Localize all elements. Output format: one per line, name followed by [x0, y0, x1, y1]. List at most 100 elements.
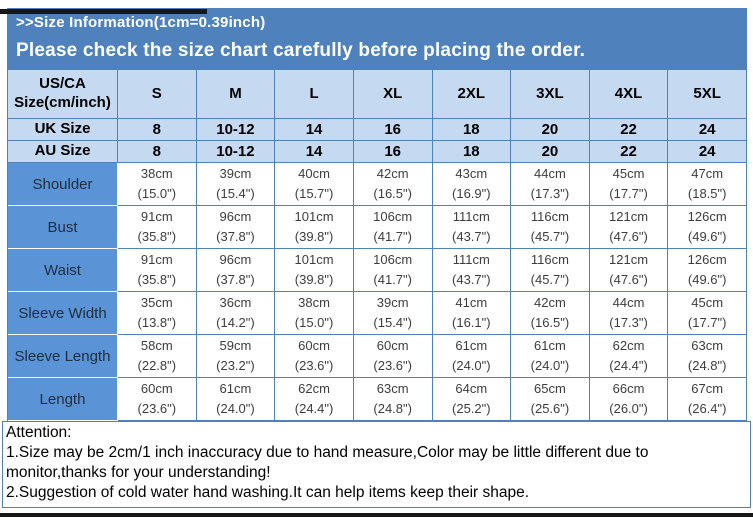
uk-row-label: UK Size: [8, 119, 118, 141]
measurement-cm: 45cm: [691, 294, 724, 310]
au-row-label: AU Size: [8, 141, 118, 163]
measurement-inch: (25.6"): [530, 401, 570, 416]
size-column-header: 3XL: [511, 70, 590, 119]
measurement-inch: (25.2"): [452, 401, 491, 416]
size-info-banner: >>Size Information(1cm=0.39inch) Please …: [7, 8, 747, 69]
measurement-row: Shoulder 38cm (15.0") 39cm (15.4") 40cm (15.7"…: [8, 163, 747, 206]
measurement-inch: (37.8"): [216, 229, 255, 244]
measurement-cell: 60cm (23.6"): [118, 378, 197, 421]
measurement-row: Length 60cm (23.6") 61cm (24.0") 62cm (24.4") 6…: [8, 378, 747, 421]
measurement-cell: 36cm (14.2"): [196, 292, 276, 335]
measurement-inch: (49.6"): [687, 229, 727, 244]
measurement-inch: (15.7"): [294, 186, 334, 201]
size-column-header: L: [275, 70, 354, 119]
measurement-cm: 96cm: [219, 208, 252, 224]
measurement-cm: 44cm: [534, 165, 566, 181]
uk-row-value-cell: 8: [118, 119, 197, 141]
measurement-cm: 42cm: [534, 294, 566, 310]
measurement-inch: (24.0"): [530, 358, 570, 373]
attention-title: Attention:: [6, 424, 72, 441]
uk-row-value-cell: 24: [668, 119, 747, 141]
measurement-cell: 126cm (49.6"): [668, 249, 747, 292]
size-column-header: 4XL: [589, 70, 669, 119]
measurement-cell: 61cm (24.0"): [196, 378, 276, 421]
measurement-inch: (35.8"): [137, 272, 177, 287]
measurement-cell: 62cm (24.4"): [275, 378, 354, 421]
measurement-cell: 47cm (18.5"): [668, 163, 747, 206]
measurement-cell: 62cm (24.4"): [589, 335, 669, 378]
measurement-cm: 65cm: [534, 380, 566, 396]
measurement-cm: 62cm: [612, 337, 645, 353]
size-table: US/CA Size(cm/inch) S M L XL 2XL 3XL 4XL 5XL UK S…: [7, 69, 747, 421]
au-row-value-cell: 22: [589, 141, 669, 163]
measurement-cm: 61cm: [455, 337, 488, 353]
measurement-inch: (45.7"): [530, 229, 570, 244]
measurement-cell: 66cm (26.0"): [589, 378, 669, 421]
measurement-cm: 116cm: [530, 251, 569, 267]
measurement-cell: 121cm (47.6"): [589, 249, 669, 292]
measurement-row: Sleeve Width 35cm (13.8") 36cm (14.2") 38cm (1…: [8, 292, 747, 335]
measurement-inch: (17.7"): [687, 315, 727, 330]
measurement-inch: (39.8"): [294, 229, 334, 244]
measurement-cell: 65cm (25.6"): [511, 378, 590, 421]
measurement-cell: 106cm (41.7"): [353, 249, 433, 292]
measurement-inch: (43.7"): [452, 272, 491, 287]
au-row-value-cell: 16: [353, 141, 433, 163]
measurement-row: Waist 91cm (35.8") 96cm (37.8") 101cm (39.8") 1…: [8, 249, 747, 292]
au-row-value-cell: 20: [511, 141, 590, 163]
measurement-row-label: Sleeve Width: [8, 292, 118, 335]
measurement-cell: 126cm (49.6"): [668, 206, 747, 249]
measurement-inch: (15.0"): [294, 315, 334, 330]
au-row-value-cell: 8: [118, 141, 197, 163]
measurement-cell: 40cm (15.7"): [275, 163, 354, 206]
measurement-cell: 116cm (45.7"): [511, 206, 590, 249]
measurement-cm: 126cm: [687, 208, 727, 224]
measurement-cell: 61cm (24.0"): [511, 335, 590, 378]
bottom-divider-bar: [0, 512, 753, 517]
measurement-cm: 61cm: [219, 380, 252, 396]
measurement-inch: (15.4"): [216, 186, 255, 201]
measurement-cm: 63cm: [376, 380, 409, 396]
uk-row-value-cell: 22: [589, 119, 669, 141]
measurement-cell: 101cm (39.8"): [275, 249, 354, 292]
measurement-inch: (15.0"): [137, 186, 177, 201]
measurement-inch: (16.5"): [373, 186, 412, 201]
measurement-inch: (47.6"): [609, 272, 648, 287]
measurement-inch: (16.9"): [452, 186, 491, 201]
au-row-value-cell: 18: [432, 141, 512, 163]
uk-row-value-cell: 10-12: [196, 119, 276, 141]
measurement-inch: (24.8"): [687, 358, 727, 373]
measurement-cell: 59cm (23.2"): [196, 335, 276, 378]
measurement-inch: (24.4"): [294, 401, 334, 416]
measurement-cm: 106cm: [373, 208, 413, 224]
measurement-cm: 44cm: [612, 294, 645, 310]
measurement-cm: 101cm: [294, 208, 334, 224]
size-column-header: 5XL: [668, 70, 747, 119]
measurement-inch: (41.7"): [373, 272, 412, 287]
measurement-cm: 62cm: [298, 380, 330, 396]
measurement-row-label: Waist: [8, 249, 118, 292]
measurement-inch: (16.1"): [452, 315, 491, 330]
measurement-cm: 63cm: [691, 337, 724, 353]
measurement-cm: 58cm: [140, 337, 173, 353]
measurement-cell: 111cm (43.7"): [432, 206, 512, 249]
measurement-cell: 44cm (17.3"): [589, 292, 669, 335]
measurement-cm: 47cm: [691, 165, 724, 181]
measurement-cm: 36cm: [219, 294, 252, 310]
au-row-value-cell: 24: [668, 141, 747, 163]
measurement-cell: 42cm (16.5"): [511, 292, 590, 335]
measurement-cell: 42cm (16.5"): [353, 163, 433, 206]
corner-header-cell: US/CA Size(cm/inch): [8, 70, 118, 119]
uk-row: UK Size 8 10-12 14 16 18 20 22 24: [8, 119, 747, 141]
measurement-cell: 106cm (41.7"): [353, 206, 433, 249]
size-info-title: >>Size Information(1cm=0.39inch): [16, 14, 266, 31]
measurement-inch: (18.5"): [687, 186, 727, 201]
measurement-inch: (24.4"): [609, 358, 648, 373]
measurement-cell: 60cm (23.6"): [275, 335, 354, 378]
measurement-cm: 59cm: [219, 337, 252, 353]
measurement-cm: 61cm: [534, 337, 566, 353]
au-row-value-cell: 10-12: [196, 141, 276, 163]
measurement-cm: 121cm: [609, 251, 649, 267]
measurement-cell: 63cm (24.8"): [353, 378, 433, 421]
measurement-cell: 45cm (17.7"): [589, 163, 669, 206]
